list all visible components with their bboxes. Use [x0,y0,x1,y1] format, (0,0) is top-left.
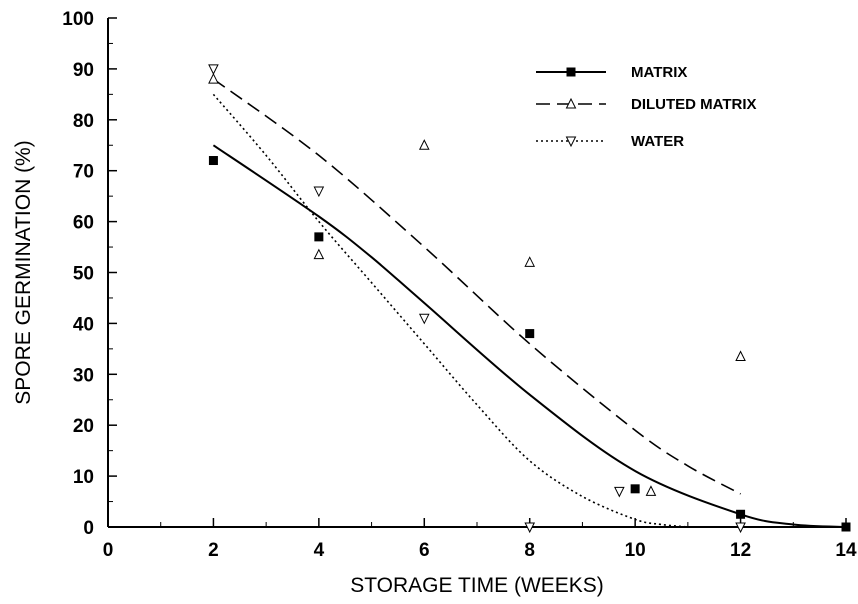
x-tick-label: 10 [625,540,646,561]
y-tick-label: 70 [73,162,94,183]
point-diluted-matrix [418,139,430,150]
fit-curve-matrix [212,144,847,528]
point-diluted-matrix [645,485,657,496]
x-axis-title: STORAGE TIME (WEEKS) [350,574,604,597]
point-diluted-matrix [313,248,325,260]
x-tick-label: 14 [835,540,857,561]
y-tick-label: 50 [73,264,94,285]
y-tick-label: 0 [83,518,94,539]
legend-label-diluted-matrix: DILUTED MATRIX [631,96,757,113]
x-tick-label: 8 [524,540,535,561]
y-tick-label: 20 [73,416,94,437]
data-points [208,64,851,534]
legend-marker-diluted-matrix [565,97,577,109]
point-water [614,486,625,498]
legend: MATRIX DILUTED MATRIX WATER [536,64,757,150]
y-tick-label: 30 [73,365,94,386]
point-water [735,522,746,534]
point-matrix [314,232,324,242]
legend-label-matrix: MATRIX [631,64,687,81]
point-diluted-matrix [208,72,219,84]
x-tick-label: 12 [730,540,751,561]
legend-label-water: WATER [631,133,684,150]
y-tick-label: 80 [73,111,94,132]
x-tick-label: 0 [103,540,114,561]
point-matrix [525,329,535,339]
y-tick-label: 90 [73,60,94,81]
y-tick-label: 100 [62,9,94,30]
point-matrix [841,522,851,532]
legend-marker-water [565,136,577,148]
point-water [313,186,325,198]
point-diluted-matrix [524,256,536,267]
point-water [524,522,536,534]
axes: 0 10 20 30 40 50 60 70 80 90 100 0 2 4 6 8 10 12 14 [62,9,857,561]
fit-curves [212,78,847,528]
y-axis-title: SPORE GERMINATION (%) [12,140,35,404]
point-water [418,313,430,325]
fit-curve-diluted-matrix [212,78,741,495]
point-water [208,64,219,76]
x-tick-label: 4 [314,540,325,561]
x-tick-label: 2 [208,540,219,561]
point-matrix [208,156,218,166]
x-tick-label: 6 [419,540,430,561]
point-diluted-matrix [735,350,746,361]
point-matrix [630,484,640,494]
legend-marker-matrix [566,67,576,77]
y-tick-label: 40 [73,314,94,335]
fit-curve-water [212,93,688,528]
point-matrix [736,509,746,519]
y-tick-label: 60 [73,213,94,234]
y-tick-label: 10 [73,467,94,488]
